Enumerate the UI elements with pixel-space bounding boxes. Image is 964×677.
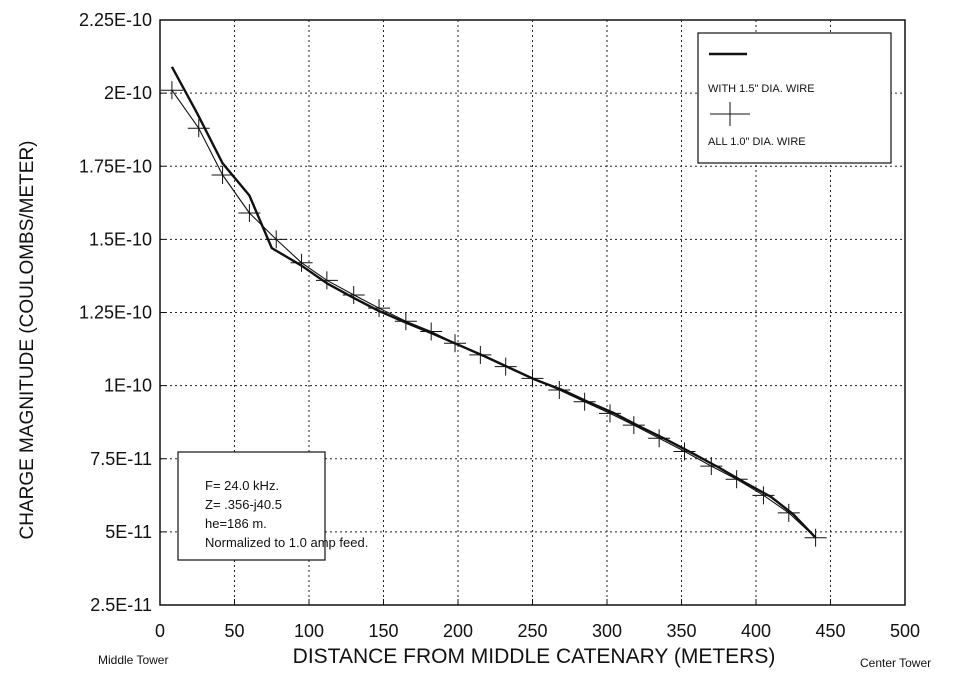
x-tick-label: 0 — [155, 621, 165, 641]
data-point-plus — [238, 204, 260, 222]
annotation-line-1: F= 24.0 kHz. — [205, 478, 279, 493]
annotation-line-2: Z= .356-j40.5 — [205, 497, 282, 512]
data-point-plus — [805, 529, 827, 547]
data-point-plus — [265, 230, 287, 248]
data-point-plus — [495, 358, 517, 376]
x-left-note: Middle Tower — [98, 653, 168, 667]
y-tick-label: 1.75E-10 — [79, 156, 152, 176]
y-tick-label: 5E-11 — [105, 522, 152, 542]
x-tick-label: 100 — [294, 621, 324, 641]
y-tick-label: 1.25E-10 — [79, 303, 152, 323]
x-tick-label: 400 — [741, 621, 771, 641]
x-tick-label: 50 — [224, 621, 244, 641]
annotation-box: F= 24.0 kHz. Z= .356-j40.5 he=186 m. Nor… — [178, 452, 368, 560]
x-right-note: Center Tower — [860, 656, 931, 670]
data-point-plus — [161, 81, 183, 99]
x-tick-label: 250 — [517, 621, 547, 641]
x-tick-label: 350 — [666, 621, 696, 641]
data-point-plus — [395, 312, 417, 330]
x-tick-label: 450 — [815, 621, 845, 641]
data-point-plus — [469, 346, 491, 364]
legend: WITH 1.5" DIA. WIRE ALL 1.0" DIA. WIRE — [698, 33, 891, 163]
data-point-plus — [212, 166, 234, 184]
x-tick-label: 500 — [890, 621, 920, 641]
data-point-plus — [548, 381, 570, 399]
y-tick-label: 1E-10 — [104, 376, 152, 396]
data-point-plus — [188, 119, 210, 137]
annotation-line-3: he=186 m. — [205, 516, 267, 531]
legend-label-1: WITH 1.5" DIA. WIRE — [708, 83, 815, 95]
y-tick-label: 1.5E-10 — [89, 229, 152, 249]
data-point-plus — [444, 334, 466, 352]
x-axis-label: DISTANCE FROM MIDDLE CATENARY (METERS) — [293, 645, 776, 668]
x-tick-label: 150 — [368, 621, 398, 641]
y-axis-label: CHARGE MAGNITUDE (COULOMBS/METER) — [17, 140, 38, 539]
legend-label-2: ALL 1.0" DIA. WIRE — [708, 136, 806, 148]
data-point-plus — [420, 323, 442, 341]
data-point-plus — [522, 369, 544, 387]
y-tick-labels: 2.5E-11 5E-11 7.5E-11 1E-10 1.25E-10 1.5E-10 1… — [79, 10, 166, 615]
x-tick-label: 300 — [592, 621, 622, 641]
y-tick-label: 2.25E-10 — [79, 10, 152, 30]
annotation-line-4: Normalized to 1.0 amp feed. — [205, 535, 368, 550]
y-tick-label: 2.5E-11 — [90, 595, 152, 615]
x-tick-label: 200 — [443, 621, 473, 641]
y-tick-label: 2E-10 — [104, 83, 152, 103]
y-tick-label: 7.5E-11 — [90, 449, 152, 469]
data-point-plus — [574, 393, 596, 411]
